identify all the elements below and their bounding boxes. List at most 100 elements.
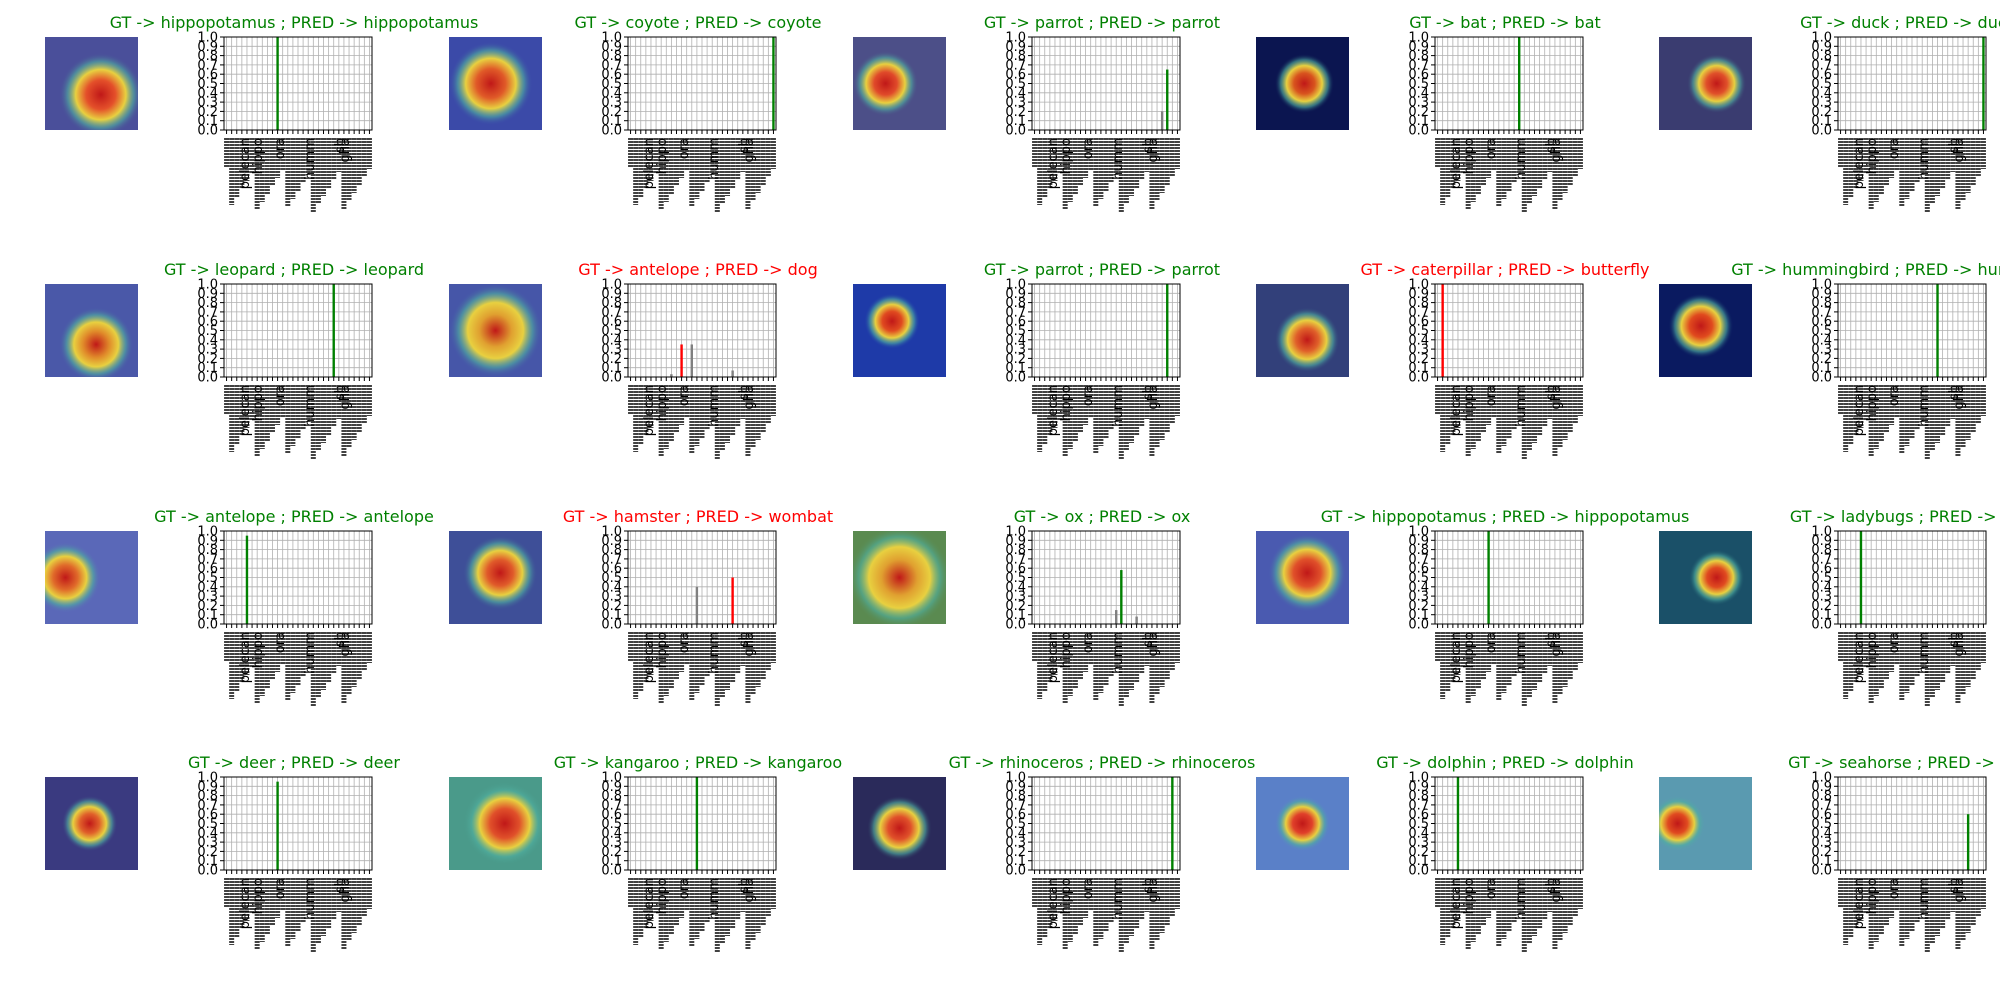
x-tick-label: hippo: [1462, 138, 1477, 174]
x-tick-label: humm: [1917, 632, 1932, 674]
chart-title: GT -> parrot ; PRED -> parrot: [984, 13, 1220, 32]
x-tick-label: pelecan: [238, 138, 253, 189]
y-tick-label: 0.8: [1811, 49, 1832, 64]
x-tick-label: gha: [1549, 385, 1564, 409]
chart-title: GT -> bat ; PRED -> bat: [1409, 13, 1601, 32]
x-tick-label: pelecan: [642, 385, 657, 436]
bar: [276, 781, 279, 870]
bar-chart: 0.00.10.20.30.40.50.60.70.80.91.0 pelecan…: [601, 278, 777, 459]
panel-4: GT -> bat ; PRED -> bat0.00.10.20.30.40.…: [1256, 13, 1601, 212]
y-tick-label: 0.6: [1005, 562, 1026, 577]
y-tick-label: 0.9: [601, 40, 622, 55]
panel-15: GT -> ladybugs ; PRED -> lad0.00.10.20.3…: [1659, 507, 2000, 706]
y-tick-label: 0.4: [1811, 86, 1832, 101]
x-tick-label: pelecan: [1046, 878, 1061, 929]
bar: [731, 577, 734, 624]
y-tick-label: 0.6: [1408, 562, 1429, 577]
y-tick-label: 0.4: [197, 826, 218, 841]
y-tick-label: 0.7: [1005, 552, 1026, 567]
x-tick-label: sh: [333, 385, 348, 400]
bar-chart: 0.00.10.20.30.40.50.60.70.80.91.0 pelecan…: [1005, 525, 1181, 706]
y-tick-label: 0.2: [197, 105, 218, 120]
x-tick-label: pelecan: [238, 632, 253, 683]
panel-7: GT -> antelope ; PRED -> dog0.00.10.20.3…: [449, 260, 818, 459]
y-tick-label: 0.4: [1811, 333, 1832, 348]
x-tick-label: gha: [742, 385, 757, 409]
heatmap-image: [1256, 284, 1349, 377]
y-tick-label: 1.0: [1811, 31, 1832, 46]
x-tick-label: gha: [1146, 632, 1161, 656]
x-tick-label: gha: [1549, 878, 1564, 902]
chart-title: GT -> hummingbird ; PRED -> hummingbird: [1731, 260, 2000, 279]
y-tick-label: 0.9: [1811, 287, 1832, 302]
y-tick-label: 0.1: [1005, 608, 1026, 623]
y-tick-label: 0.0: [1005, 124, 1026, 139]
y-tick-label: 0.2: [1005, 599, 1026, 614]
y-tick-label: 0.3: [197, 590, 218, 605]
x-tick-label: ora: [273, 878, 288, 899]
panel-14: GT -> hippopotamus ; PRED -> hippopotamu…: [1256, 507, 1689, 706]
bar-chart: 0.00.10.20.30.40.50.60.70.80.91.0 pelecan…: [197, 31, 373, 212]
y-tick-label: 0.1: [1811, 854, 1832, 869]
y-tick-label: 0.8: [1408, 296, 1429, 311]
panel-18: GT -> rhinoceros ; PRED -> rhinoceros0.0…: [853, 753, 1255, 952]
y-tick-label: 0.6: [1408, 315, 1429, 330]
y-tick-label: 0.6: [1005, 68, 1026, 83]
y-tick-label: 0.2: [601, 105, 622, 120]
y-tick-label: 0.2: [1408, 845, 1429, 860]
y-tick-label: 0.9: [1005, 534, 1026, 549]
x-tick-label: ora: [273, 138, 288, 159]
x-tick-label: pelecan: [1852, 632, 1867, 683]
x-tick-label: hippo: [251, 878, 266, 914]
y-tick-label: 0.9: [1005, 780, 1026, 795]
y-tick-label: 0.4: [601, 580, 622, 595]
x-tick-label: sh: [1544, 385, 1559, 400]
x-tick-label: humm: [1514, 878, 1529, 920]
bar: [680, 344, 683, 377]
y-tick-label: 0.4: [1811, 580, 1832, 595]
y-tick-label: 0.8: [1005, 49, 1026, 64]
y-tick-label: 0.3: [1005, 96, 1026, 111]
x-tick-label: humm: [1917, 878, 1932, 920]
y-tick-label: 1.0: [1811, 525, 1832, 540]
x-tick-label: pelecan: [1449, 138, 1464, 189]
y-tick-label: 0.9: [601, 780, 622, 795]
y-tick-label: 0.4: [197, 580, 218, 595]
x-tick-label: humm: [1111, 385, 1126, 427]
y-tick-label: 0.3: [197, 96, 218, 111]
x-tick-label: sh: [1544, 138, 1559, 153]
y-tick-label: 0.1: [1408, 608, 1429, 623]
chart-title: GT -> caterpillar ; PRED -> butterfly: [1360, 260, 1649, 279]
bar: [245, 535, 249, 624]
y-tick-label: 0.6: [1811, 562, 1832, 577]
x-tick-label: ora: [1081, 632, 1096, 653]
chart-title: GT -> hippopotamus ; PRED -> hippopotamu…: [1321, 507, 1690, 526]
y-tick-label: 0.5: [1811, 77, 1832, 92]
x-tick-label: pelecan: [1449, 385, 1464, 436]
y-tick-label: 0.3: [601, 590, 622, 605]
x-tick-label: hippo: [1059, 385, 1074, 421]
y-tick-label: 0.9: [197, 40, 218, 55]
x-tick-label: humm: [707, 878, 722, 920]
heatmap-image: [1659, 284, 1752, 377]
chart-title: GT -> deer ; PRED -> deer: [188, 753, 400, 772]
x-tick-label: ora: [1081, 385, 1096, 406]
x-tick-label: gha: [1549, 632, 1564, 656]
y-tick-label: 0.1: [601, 361, 622, 376]
x-tick-label: sh: [737, 878, 752, 893]
bar: [1160, 111, 1164, 130]
bar-chart: 0.00.10.20.30.40.50.60.70.80.91.0 pelecan…: [601, 525, 777, 706]
bar: [1166, 69, 1169, 130]
y-tick-label: 0.9: [1408, 287, 1429, 302]
x-tick-label: gha: [338, 385, 353, 409]
x-tick-label: sh: [737, 632, 752, 647]
y-tick-label: 0.5: [1005, 324, 1026, 339]
panel-9: GT -> caterpillar ; PRED -> butterfly0.0…: [1256, 260, 1650, 459]
y-tick-label: 0.5: [601, 324, 622, 339]
x-tick-label: sh: [1141, 385, 1156, 400]
